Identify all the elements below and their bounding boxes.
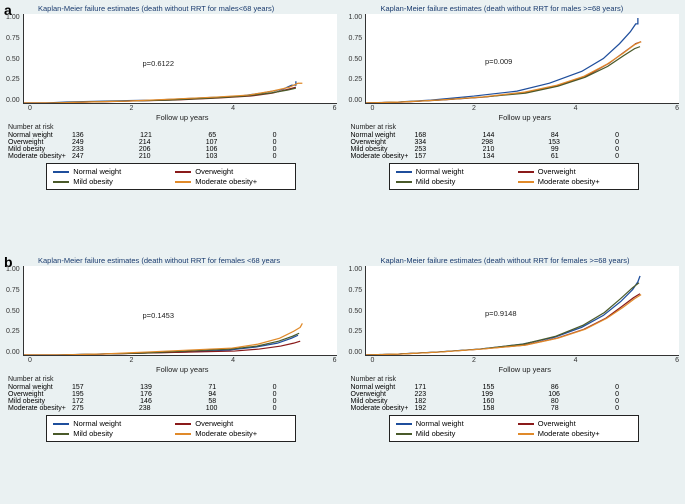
x-axis-title: Follow up years [28,365,337,374]
table-row: Mild obesity253210990 [349,146,680,153]
plot-area: p=0.009 [365,14,679,104]
y-axis-labels: 1.000.750.500.250.00 [6,14,23,104]
legend-item: Mild obesity [53,429,167,438]
chart-a-right: Kaplan-Meier failure estimates (death wi… [343,0,685,252]
x-axis-labels: 0246 [28,104,337,113]
x-axis-title: Follow up years [28,113,337,122]
x-axis-labels: 0246 [371,356,680,365]
table-row: Normal weight136121650 [6,132,337,139]
y-axis-labels: 1.000.750.500.250.00 [349,266,366,356]
legend-item: Normal weight [396,167,510,176]
plot-area: p=0.9148 [365,266,679,356]
legend-item: Mild obesity [396,177,510,186]
y-axis-labels: 1.000.750.500.250.00 [349,14,366,104]
chart-title: Kaplan-Meier failure estimates (death wi… [6,4,337,13]
legend: Normal weight Overweight Mild obesity Moder… [389,415,639,442]
legend-item: Moderate obesity+ [518,177,632,186]
chart-b-left: Kaplan-Meier failure estimates (death wi… [0,252,343,504]
table-row: Overweight3342981530 [349,139,680,146]
risk-table: Number at riskNormal weight157139710Over… [6,376,337,412]
table-row: Overweight2492141070 [6,139,337,146]
chart-b-right: Kaplan-Meier failure estimates (death wi… [343,252,685,504]
risk-table: Number at riskNormal weight168144840Over… [349,124,680,160]
legend-item: Mild obesity [53,177,167,186]
x-axis-labels: 0246 [371,104,680,113]
table-row: Mild obesity182160800 [349,398,680,405]
chart-a-left: Kaplan-Meier failure estimates (death wi… [0,0,343,252]
figure-grid: a Kaplan-Meier failure estimates (death … [0,0,685,504]
y-axis-labels: 1.000.750.500.250.00 [6,266,23,356]
legend-item: Moderate obesity+ [175,177,289,186]
risk-table: Number at riskNormal weight171155860Over… [349,376,680,412]
plot-area: p=0.1453 [23,266,337,356]
x-axis-title: Follow up years [371,113,680,122]
table-row: Moderate obesity+192158780 [349,405,680,412]
legend-item: Normal weight [53,419,167,428]
table-row: Moderate obesity+2752381000 [6,405,337,412]
table-row: Mild obesity2332061060 [6,146,337,153]
legend-item: Mild obesity [396,429,510,438]
x-axis-labels: 0246 [28,356,337,365]
table-row: Overweight195176940 [6,391,337,398]
legend-item: Overweight [175,167,289,176]
chart-title: Kaplan-Meier failure estimates (death wi… [349,256,680,265]
table-row: Mild obesity172146580 [6,398,337,405]
legend-item: Overweight [175,419,289,428]
legend-item: Normal weight [53,167,167,176]
table-row: Moderate obesity+2472101030 [6,153,337,160]
p-value: p=0.6122 [143,59,175,68]
table-row: Normal weight157139710 [6,384,337,391]
legend-item: Overweight [518,419,632,428]
table-row: Normal weight168144840 [349,132,680,139]
x-axis-title: Follow up years [371,365,680,374]
table-row: Normal weight171155860 [349,384,680,391]
table-row: Overweight2231991060 [349,391,680,398]
legend: Normal weight Overweight Mild obesity Moder… [46,415,296,442]
panel-b: b Kaplan-Meier failure estimates (death … [0,252,685,504]
chart-title: Kaplan-Meier failure estimates (death wi… [6,256,337,265]
legend-item: Moderate obesity+ [175,429,289,438]
p-value: p=0.9148 [485,309,517,318]
legend-item: Normal weight [396,419,510,428]
legend: Normal weight Overweight Mild obesity Moder… [46,163,296,190]
panel-a: a Kaplan-Meier failure estimates (death … [0,0,685,252]
p-value: p=0.1453 [143,311,175,320]
legend-item: Overweight [518,167,632,176]
legend-item: Moderate obesity+ [518,429,632,438]
legend: Normal weight Overweight Mild obesity Moder… [389,163,639,190]
plot-area: p=0.6122 [23,14,337,104]
chart-title: Kaplan-Meier failure estimates (death wi… [349,4,680,13]
p-value: p=0.009 [485,57,512,66]
table-row: Moderate obesity+157134610 [349,153,680,160]
risk-table: Number at riskNormal weight136121650Over… [6,124,337,160]
